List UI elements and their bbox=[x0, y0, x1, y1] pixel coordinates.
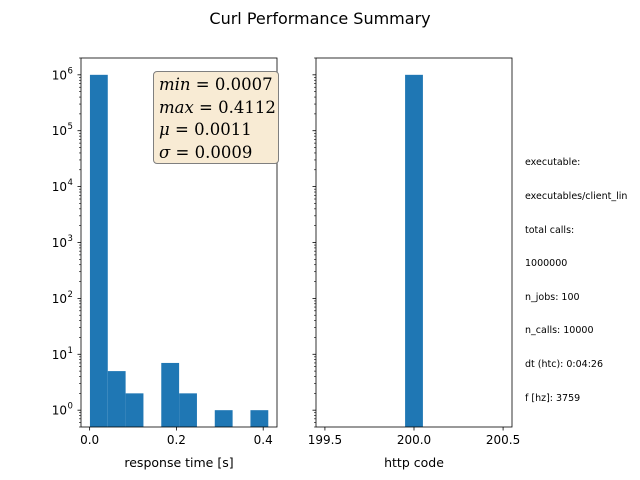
y-tick-label-2: 10 bbox=[52, 348, 67, 362]
y-tick-label-1: 10 bbox=[52, 404, 67, 418]
y-tick-exponent-4: 3 bbox=[68, 234, 73, 244]
info-line: 1000000 bbox=[525, 258, 568, 270]
y-tick-exponent-7: 6 bbox=[68, 66, 73, 76]
stat-mu: μ = 0.0011 bbox=[159, 120, 252, 139]
info-line: f [hz]: 3759 bbox=[525, 392, 581, 404]
stat-max-value: 0.4112 bbox=[218, 97, 276, 117]
histogram-bar-1-10 bbox=[250, 410, 269, 427]
stat-sigma-value: 0.0009 bbox=[194, 142, 253, 162]
figure-title: Curl Performance Summary bbox=[209, 9, 430, 28]
y-tick-label-7: 10 bbox=[52, 68, 67, 82]
y-tick-label-6: 10 bbox=[52, 124, 67, 138]
histogram-bar-1-5 bbox=[161, 362, 180, 427]
stat-min-value: 0.0007 bbox=[214, 75, 273, 94]
x-tick-label-2-2: 200.0 bbox=[397, 433, 431, 447]
y-tick-exponent-6: 5 bbox=[68, 122, 73, 132]
stat-mu-value: 0.0011 bbox=[194, 120, 252, 139]
run-info: executable: executables/client_lin total… bbox=[525, 135, 640, 415]
info-line: executable: bbox=[525, 157, 581, 169]
y-tick-label-5: 10 bbox=[52, 180, 67, 194]
y-tick-exponent-5: 4 bbox=[68, 178, 73, 188]
response-time-xlabel: response time [s] bbox=[124, 455, 233, 470]
info-line: n_jobs: 100 bbox=[525, 291, 580, 303]
info-line: total calls: bbox=[525, 224, 575, 236]
stat-min: min = 0.0007 bbox=[159, 75, 273, 94]
stat-max: max = 0.4112 bbox=[159, 97, 276, 117]
stats-box: min = 0.0007 max = 0.4112 μ = 0.0011 σ =… bbox=[153, 71, 279, 164]
x-tick-label-1-3: 0.4 bbox=[254, 433, 273, 447]
x-tick-label-1-1: 0.0 bbox=[80, 433, 99, 447]
histogram-bar-1-1 bbox=[89, 74, 108, 428]
histogram-bar-1-2 bbox=[107, 371, 126, 427]
histogram-bar-1-8 bbox=[214, 410, 233, 427]
histogram-bar-2-1 bbox=[405, 74, 423, 427]
stat-sigma: σ = 0.0009 bbox=[159, 142, 253, 162]
histogram-bar-1-6 bbox=[179, 393, 197, 427]
x-tick-label-1-2: 0.2 bbox=[167, 433, 186, 447]
y-tick-label-4: 10 bbox=[52, 236, 67, 250]
http-code-xlabel: http code bbox=[384, 455, 444, 470]
info-line: executables/client_lin bbox=[525, 191, 628, 203]
y-tick-exponent-2: 1 bbox=[68, 346, 73, 356]
y-tick-exponent-3: 2 bbox=[68, 290, 73, 300]
info-line: dt (htc): 0:04:26 bbox=[525, 359, 603, 371]
y-tick-label-3: 10 bbox=[52, 292, 67, 306]
info-line: n_calls: 10000 bbox=[525, 325, 594, 337]
y-tick-exponent-1: 0 bbox=[68, 402, 73, 412]
x-tick-label-2-1: 199.5 bbox=[308, 433, 342, 447]
histogram-bar-1-3 bbox=[125, 393, 144, 427]
http-code-axes: 199.5 200.0 200.5 bbox=[308, 57, 520, 447]
x-tick-label-2-3: 200.5 bbox=[486, 433, 520, 447]
